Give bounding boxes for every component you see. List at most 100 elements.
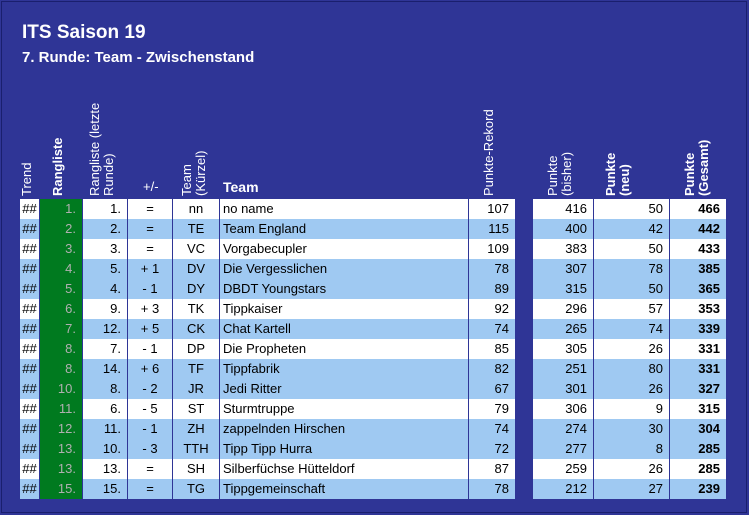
code-cell: DP <box>173 339 219 359</box>
rank-cell: 4. <box>40 259 82 279</box>
code-cell: VC <box>173 239 219 259</box>
prev-points-cell: 383 <box>533 239 593 259</box>
new-points-cell: 42 <box>594 219 669 239</box>
code-cell: ST <box>173 399 219 419</box>
new-points-cell: 26 <box>594 339 669 359</box>
prev-points-cell: 259 <box>533 459 593 479</box>
team-name-cell: Tippgemeinschaft <box>220 479 468 499</box>
new-points-cell: 78 <box>594 259 669 279</box>
trend-cell: ## <box>20 419 39 439</box>
table-row: ## 5. 4. - 1 DY DBDT Youngstars 89 315 50 365 <box>0 279 749 299</box>
table-row: ## 2. 2. = TE Team England 115 400 42 442 <box>0 219 749 239</box>
record-cell: 92 <box>469 299 515 319</box>
trend-cell: ## <box>20 399 39 419</box>
prev-points-cell: 306 <box>533 399 593 419</box>
record-cell: 79 <box>469 399 515 419</box>
team-name-cell: Vorgabecupler <box>220 239 468 259</box>
new-points-cell: 30 <box>594 419 669 439</box>
new-points-cell: 50 <box>594 279 669 299</box>
prev-points-cell: 274 <box>533 419 593 439</box>
diff-cell: - 2 <box>128 379 172 399</box>
page-title: ITS Saison 19 <box>22 22 146 43</box>
last-rank-cell: 3. <box>83 239 127 259</box>
table-row: ## 7. 12. + 5 CK Chat Kartell 74 265 74 339 <box>0 319 749 339</box>
team-name-cell: Tippkaiser <box>220 299 468 319</box>
rank-cell: 3. <box>40 239 82 259</box>
last-rank-cell: 15. <box>83 479 127 499</box>
code-cell: JR <box>173 379 219 399</box>
table-row: ## 10. 8. - 2 JR Jedi Ritter 67 301 26 327 <box>0 379 749 399</box>
team-name-cell: Team England <box>220 219 468 239</box>
header-rangliste-letzte: Rangliste (letzte Runde) <box>87 102 116 196</box>
last-rank-cell: 5. <box>83 259 127 279</box>
last-rank-cell: 11. <box>83 419 127 439</box>
header-rangliste: Rangliste <box>50 137 65 196</box>
diff-cell: - 1 <box>128 279 172 299</box>
record-cell: 87 <box>469 459 515 479</box>
total-points-cell: 285 <box>670 459 726 479</box>
code-cell: TE <box>173 219 219 239</box>
diff-cell: = <box>128 239 172 259</box>
new-points-cell: 50 <box>594 199 669 219</box>
trend-cell: ## <box>20 339 39 359</box>
total-points-cell: 331 <box>670 339 726 359</box>
table-row: ## 3. 3. = VC Vorgabecupler 109 383 50 433 <box>0 239 749 259</box>
code-cell: TK <box>173 299 219 319</box>
team-name-cell: Die Propheten <box>220 339 468 359</box>
prev-points-cell: 251 <box>533 359 593 379</box>
code-cell: nn <box>173 199 219 219</box>
record-cell: 78 <box>469 259 515 279</box>
new-points-cell: 80 <box>594 359 669 379</box>
table-row: ## 8. 14. + 6 TF Tippfabrik 82 251 80 331 <box>0 359 749 379</box>
trend-cell: ## <box>20 239 39 259</box>
rank-cell: 8. <box>40 359 82 379</box>
rank-cell: 10. <box>40 379 82 399</box>
header-neu: Punkte (neu) <box>603 152 632 196</box>
prev-points-cell: 301 <box>533 379 593 399</box>
header-team-kuerzel: Team (Kürzel) <box>179 150 208 196</box>
diff-cell: + 3 <box>128 299 172 319</box>
code-cell: TTH <box>173 439 219 459</box>
team-name-cell: Silberfüchse Hütteldorf <box>220 459 468 479</box>
table-row: ## 11. 6. - 5 ST Sturmtruppe 79 306 9 315 <box>0 399 749 419</box>
record-cell: 67 <box>469 379 515 399</box>
team-name-cell: Sturmtruppe <box>220 399 468 419</box>
trend-cell: ## <box>20 479 39 499</box>
record-cell: 74 <box>469 419 515 439</box>
team-name-cell: Chat Kartell <box>220 319 468 339</box>
new-points-cell: 50 <box>594 239 669 259</box>
diff-cell: - 3 <box>128 439 172 459</box>
last-rank-cell: 8. <box>83 379 127 399</box>
header-gesamt: Punkte (Gesamt) <box>682 139 711 196</box>
diff-cell: - 5 <box>128 399 172 419</box>
diff-cell: + 6 <box>128 359 172 379</box>
total-points-cell: 353 <box>670 299 726 319</box>
header-rekord: Punkte-Rekord <box>481 109 496 196</box>
last-rank-cell: 1. <box>83 199 127 219</box>
prev-points-cell: 416 <box>533 199 593 219</box>
new-points-cell: 27 <box>594 479 669 499</box>
code-cell: DV <box>173 259 219 279</box>
team-name-cell: Tippfabrik <box>220 359 468 379</box>
last-rank-cell: 10. <box>83 439 127 459</box>
total-points-cell: 285 <box>670 439 726 459</box>
prev-points-cell: 265 <box>533 319 593 339</box>
last-rank-cell: 7. <box>83 339 127 359</box>
prev-points-cell: 315 <box>533 279 593 299</box>
record-cell: 89 <box>469 279 515 299</box>
new-points-cell: 74 <box>594 319 669 339</box>
total-points-cell: 466 <box>670 199 726 219</box>
rank-cell: 2. <box>40 219 82 239</box>
new-points-cell: 57 <box>594 299 669 319</box>
new-points-cell: 9 <box>594 399 669 419</box>
last-rank-cell: 6. <box>83 399 127 419</box>
trend-cell: ## <box>20 459 39 479</box>
total-points-cell: 385 <box>670 259 726 279</box>
code-cell: ZH <box>173 419 219 439</box>
diff-cell: = <box>128 219 172 239</box>
total-points-cell: 239 <box>670 479 726 499</box>
record-cell: 107 <box>469 199 515 219</box>
page-subtitle: 7. Runde: Team - Zwischenstand <box>22 49 255 66</box>
code-cell: TF <box>173 359 219 379</box>
